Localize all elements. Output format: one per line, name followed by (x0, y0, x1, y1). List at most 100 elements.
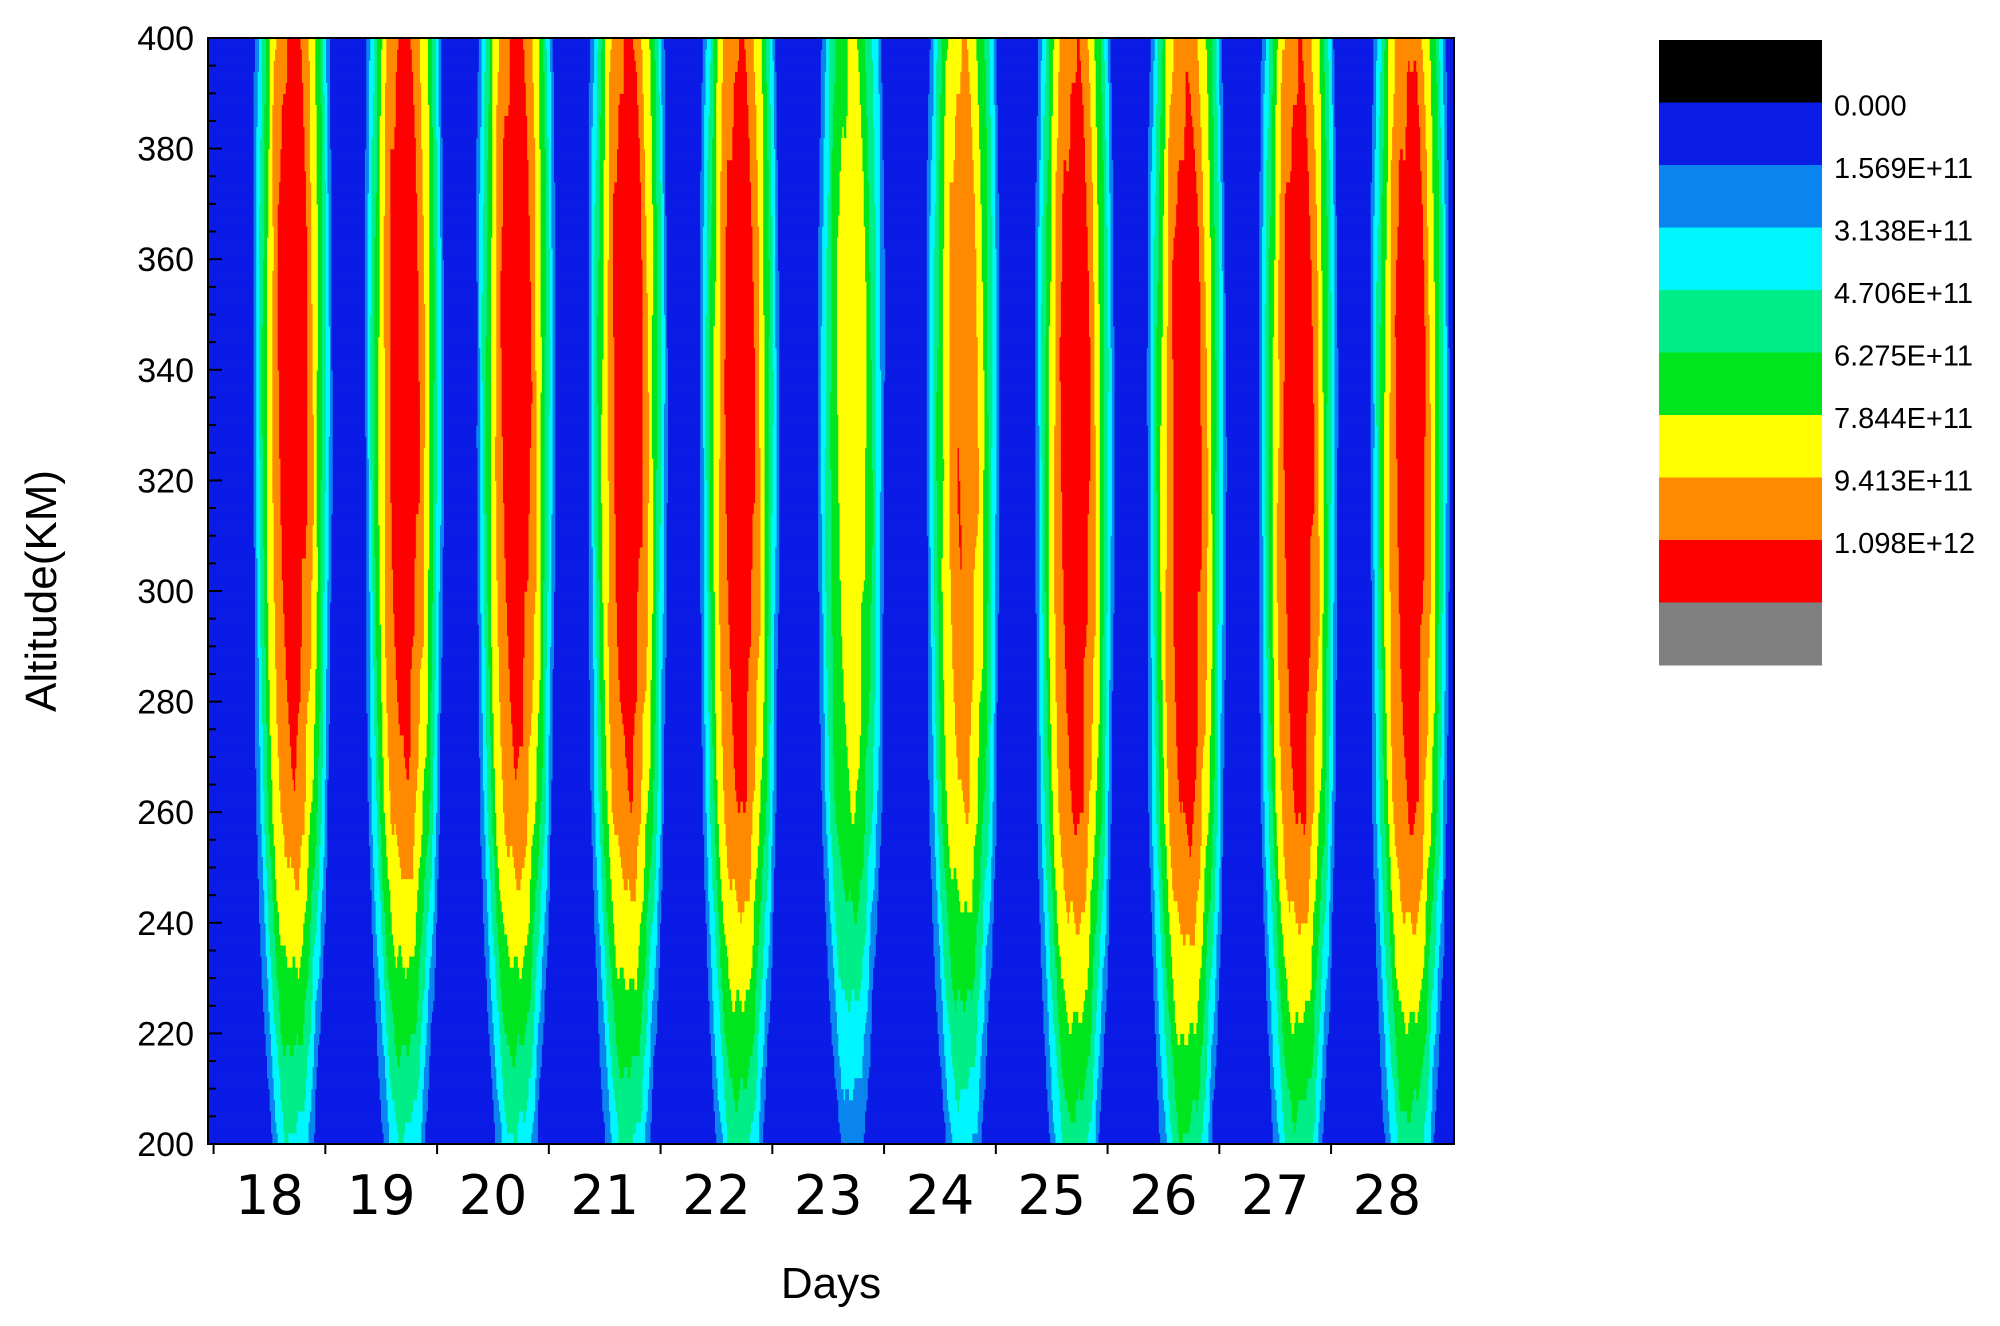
contour-cell (1380, 911, 1385, 924)
contour-cell (1322, 745, 1327, 758)
contour-cell (714, 668, 721, 681)
contour-cell (702, 779, 707, 791)
contour-cell (1153, 989, 1159, 1001)
contour-cell (1212, 955, 1218, 968)
contour-cell (1432, 790, 1439, 802)
contour-cell (370, 845, 374, 858)
contour-cell (606, 756, 611, 769)
contour-cell (1445, 823, 1454, 835)
contour-cell (374, 867, 379, 880)
contour-cell (1272, 1044, 1281, 1057)
contour-cell (1161, 668, 1167, 681)
contour-cell (617, 1044, 641, 1057)
contour-cell (645, 1044, 652, 1057)
contour-cell (1275, 756, 1282, 769)
contour-cell (312, 978, 319, 990)
contour-cell (1107, 944, 1153, 957)
contour-cell (1290, 900, 1295, 913)
contour-cell (1321, 867, 1329, 880)
contour-cell (744, 1000, 756, 1012)
contour-cell (642, 1077, 650, 1090)
contour-cell (549, 701, 554, 714)
contour-cell (1335, 734, 1373, 747)
contour-cell (1378, 701, 1384, 714)
contour-cell (367, 767, 373, 780)
contour-cell (1270, 978, 1277, 990)
contour-cell (1107, 834, 1112, 846)
contour-cell (650, 690, 657, 703)
contour-cell (716, 1055, 724, 1068)
contour-cell (316, 922, 322, 935)
contour-cell (1444, 911, 1454, 924)
contour-cell (275, 1110, 284, 1123)
contour-cell (1278, 955, 1286, 968)
contour-cell (769, 1000, 831, 1012)
contour-cell (523, 679, 534, 692)
contour-cell (977, 1121, 983, 1134)
contour-cell (988, 1011, 1045, 1023)
contour-cell (1318, 933, 1325, 946)
contour-cell (826, 801, 831, 813)
contour-cell (1330, 878, 1334, 891)
contour-cell (539, 701, 544, 714)
contour-cell (315, 1110, 382, 1123)
contour-cell (726, 944, 754, 957)
contour-cell (551, 801, 593, 813)
contour-cell (1439, 1033, 1454, 1046)
contour-cell (258, 712, 263, 725)
contour-cell (929, 779, 935, 791)
contour-cell (1374, 690, 1380, 703)
contour-cell (382, 1121, 390, 1134)
contour-cell (637, 690, 646, 703)
contour-cell (1207, 922, 1215, 935)
contour-cell (1278, 1022, 1283, 1034)
contour-cell (430, 756, 434, 769)
contour-cell (1441, 712, 1445, 725)
contour-cell (1326, 734, 1330, 747)
contour-cell (1083, 712, 1094, 725)
contour-cell (658, 989, 709, 1001)
contour-cell (768, 955, 774, 968)
contour-cell (543, 712, 547, 725)
contour-cell (1190, 1110, 1204, 1123)
contour-cell (537, 1022, 544, 1034)
contour-cell (1378, 889, 1384, 902)
contour-cell (493, 756, 503, 769)
contour-cell (654, 967, 660, 979)
contour-cell (548, 933, 597, 946)
contour-cell (1428, 856, 1436, 869)
contour-cell (1166, 745, 1179, 758)
contour-cell (756, 723, 764, 736)
contour-cell (610, 1110, 618, 1123)
contour-cell (545, 712, 551, 725)
contour-cell (1148, 734, 1153, 747)
contour-cell (949, 944, 976, 957)
contour-cell (633, 745, 644, 758)
contour-cell (1389, 1033, 1397, 1046)
contour-cell (319, 867, 324, 880)
contour-cell (1169, 1110, 1179, 1123)
contour-cell (649, 767, 656, 780)
contour-cell (376, 933, 383, 946)
contour-cell (430, 779, 434, 791)
contour-cell (1109, 723, 1113, 736)
contour-cell (706, 834, 712, 846)
contour-cell (1095, 1011, 1102, 1023)
contour-cell (490, 1055, 496, 1068)
contour-cell (1102, 767, 1106, 780)
contour-cell (1194, 779, 1203, 791)
contour-cell (390, 889, 418, 902)
contour-cell (619, 1066, 625, 1079)
contour-cell (1109, 933, 1153, 946)
contour-cell (1150, 867, 1154, 880)
contour-cell (767, 668, 772, 681)
contour-cell (409, 955, 421, 968)
contour-cell (942, 944, 951, 957)
contour-cell (1217, 911, 1223, 924)
contour-cell (431, 1011, 489, 1023)
contour-cell (1326, 900, 1330, 913)
contour-cell (484, 801, 488, 813)
contour-cell (324, 823, 328, 835)
contour-cell (976, 922, 984, 935)
contour-cell (208, 900, 260, 913)
